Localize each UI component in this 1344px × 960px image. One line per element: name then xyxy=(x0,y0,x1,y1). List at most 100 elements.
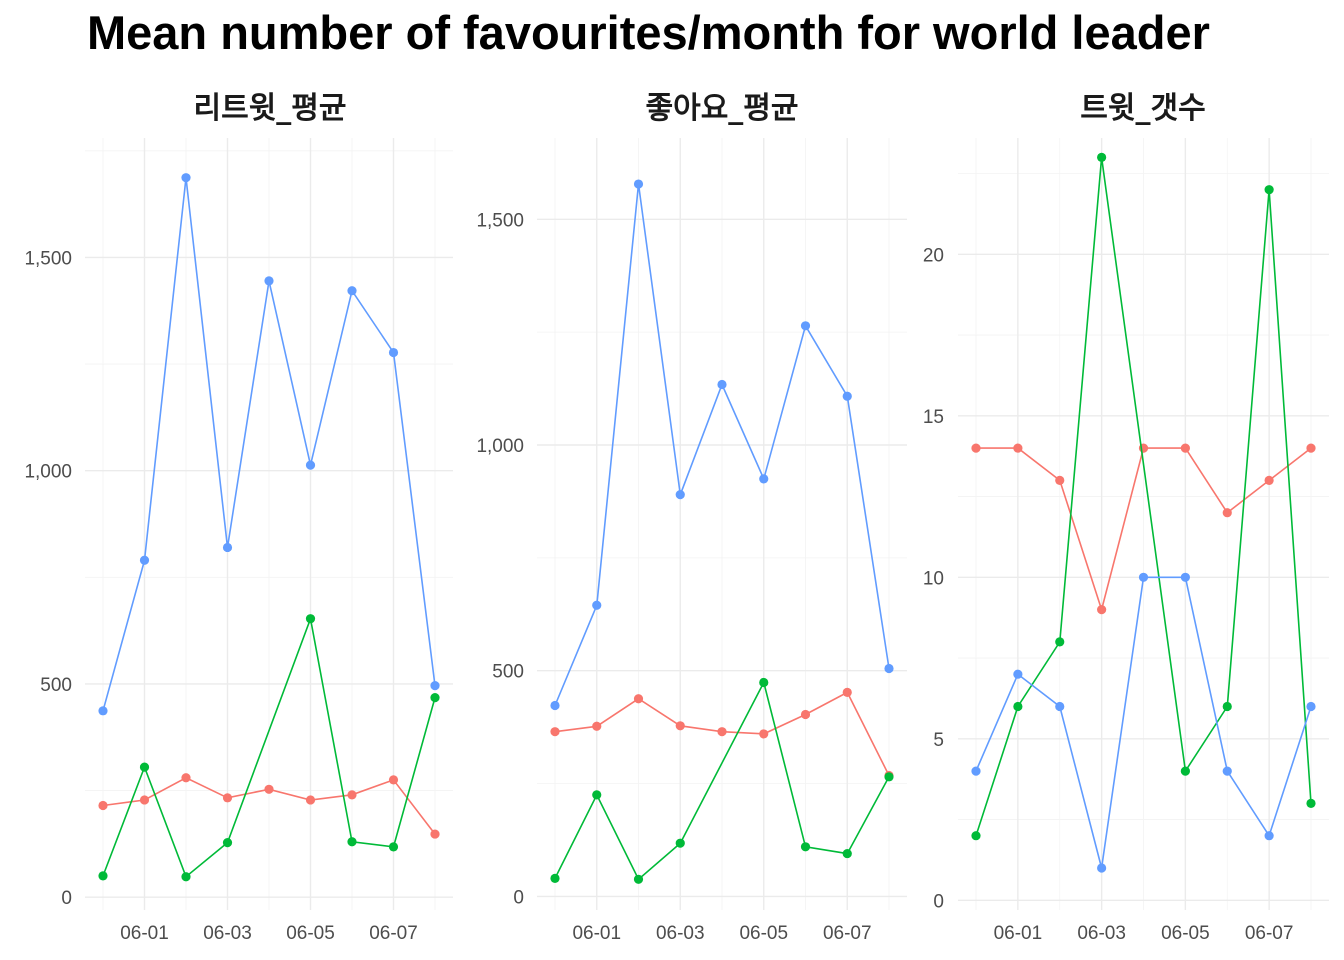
data-point xyxy=(1306,443,1316,453)
data-point xyxy=(884,663,894,674)
data-point xyxy=(1055,637,1065,647)
data-point xyxy=(264,276,274,286)
data-point xyxy=(842,391,852,401)
data-point xyxy=(1013,669,1023,679)
data-point xyxy=(759,677,769,688)
x-tick-label: 06-01 xyxy=(120,923,169,944)
series-line xyxy=(102,615,436,879)
y-tick-label: 20 xyxy=(923,245,944,266)
data-point xyxy=(800,842,811,852)
data-point xyxy=(305,614,316,624)
data-point xyxy=(633,694,644,704)
chart-title: Mean number of favourites/month for worl… xyxy=(87,6,1210,59)
data-point xyxy=(971,831,981,841)
data-point xyxy=(800,321,811,331)
data-point xyxy=(139,795,150,805)
data-point xyxy=(717,379,727,390)
series-1 xyxy=(550,687,894,781)
data-point xyxy=(1222,701,1232,712)
data-point xyxy=(675,490,685,500)
series-2 xyxy=(971,152,1316,841)
data-point xyxy=(388,775,399,785)
x-tick-label: 06-05 xyxy=(286,923,335,944)
data-point xyxy=(139,762,150,772)
y-tick-label: 0 xyxy=(61,888,72,909)
facet-panel-1: 0 500 1,000 1,500 06-01 06-03 06-05 06-07 리트윗_평균 xyxy=(24,91,453,944)
series-line xyxy=(975,157,1312,836)
facet-title: 트윗_갯수 xyxy=(1080,91,1205,126)
data-point xyxy=(430,681,440,691)
data-point xyxy=(98,871,108,881)
data-point xyxy=(1055,701,1065,712)
x-tick-label: 06-07 xyxy=(369,923,418,944)
data-point xyxy=(181,173,191,183)
data-point xyxy=(430,829,440,839)
data-point xyxy=(1180,766,1190,776)
data-point xyxy=(1222,766,1232,776)
facet-panel-2: 0 500 1,000 1,500 06-01 06-03 06-05 06-07 좋아요_평균 xyxy=(476,91,907,944)
series-line xyxy=(554,680,890,881)
x-tick-label: 06-07 xyxy=(823,923,872,944)
data-point xyxy=(550,727,560,737)
x-tick-label: 06-07 xyxy=(1245,923,1294,944)
series-3 xyxy=(98,173,440,716)
data-point xyxy=(388,842,399,852)
x-tick-label: 06-03 xyxy=(1077,923,1126,944)
data-point xyxy=(388,347,399,358)
facet-title: 좋아요_평균 xyxy=(646,91,799,126)
data-point xyxy=(633,874,644,884)
data-point xyxy=(1264,831,1274,841)
data-point xyxy=(1180,443,1190,453)
data-point xyxy=(717,727,727,737)
data-point xyxy=(305,795,316,805)
data-point xyxy=(1097,604,1107,615)
data-point xyxy=(430,692,440,703)
y-tick-label: 0 xyxy=(933,891,944,912)
data-point xyxy=(222,542,233,553)
data-point xyxy=(971,766,981,776)
data-point xyxy=(1055,475,1065,485)
data-point xyxy=(971,443,981,453)
data-point xyxy=(884,772,894,782)
data-point xyxy=(139,555,150,565)
data-point xyxy=(98,800,108,811)
data-point xyxy=(759,474,769,484)
x-tick-label: 06-05 xyxy=(739,923,788,944)
series-3 xyxy=(971,572,1316,873)
data-point xyxy=(1264,185,1274,195)
series-2 xyxy=(550,677,894,884)
data-point xyxy=(347,286,357,296)
y-tick-label: 10 xyxy=(923,568,944,589)
x-tick-label: 06-03 xyxy=(656,923,705,944)
data-point xyxy=(181,773,191,783)
data-point xyxy=(592,600,602,610)
data-point xyxy=(222,793,233,803)
facet-panel-3: 0 5 10 15 20 06-01 06-03 06-05 06-07 트윗_갯수 xyxy=(923,91,1329,944)
data-point xyxy=(347,790,357,800)
data-point xyxy=(1013,443,1023,453)
data-point xyxy=(1097,152,1107,162)
y-tick-label: 1,000 xyxy=(24,462,72,483)
x-tick-label: 06-03 xyxy=(203,923,252,944)
data-point xyxy=(264,784,274,794)
data-point xyxy=(842,848,852,859)
data-point xyxy=(675,721,685,731)
data-point xyxy=(759,729,769,739)
data-point xyxy=(592,721,602,731)
data-point xyxy=(842,687,852,697)
data-point xyxy=(675,838,685,848)
series-1 xyxy=(971,443,1316,615)
data-point xyxy=(305,460,316,470)
x-tick-label: 06-01 xyxy=(994,923,1043,944)
y-tick-label: 500 xyxy=(492,662,524,683)
y-tick-label: 15 xyxy=(923,407,944,428)
data-point xyxy=(592,790,602,800)
series-1 xyxy=(98,773,440,839)
data-point xyxy=(1180,572,1190,582)
y-tick-label: 1,500 xyxy=(476,210,524,231)
data-point xyxy=(1097,863,1107,873)
data-point xyxy=(550,873,560,883)
data-point xyxy=(1264,475,1274,485)
y-tick-label: 1,500 xyxy=(24,248,72,269)
facet-title: 리트윗_평균 xyxy=(194,91,347,126)
